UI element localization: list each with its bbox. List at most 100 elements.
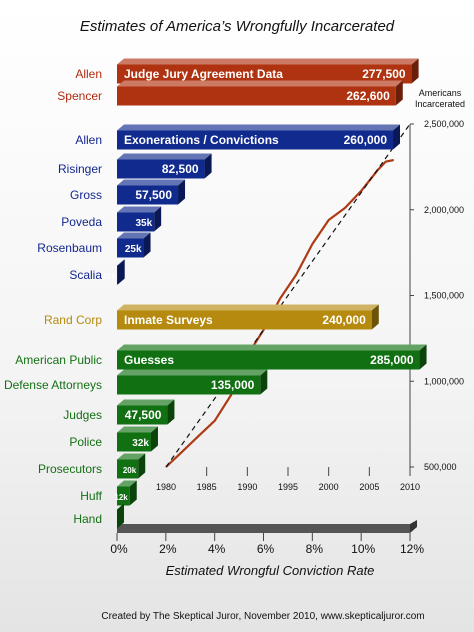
x-axis-title: Estimated Wrongful Conviction Rate — [166, 563, 375, 578]
category-label: Hand — [73, 512, 102, 526]
category-label: Gross — [70, 188, 102, 202]
bar-top-face — [117, 206, 162, 213]
bar-side-face — [129, 480, 137, 506]
year-tick-label: 1980 — [156, 482, 176, 492]
category-label: Rosenbaum — [37, 241, 102, 255]
category-label: Allen — [75, 133, 102, 147]
bar-side-face — [411, 58, 419, 84]
bar — [117, 64, 412, 84]
bar — [117, 432, 151, 452]
year-tick-label: 2005 — [359, 482, 379, 492]
group-name-label: Inmate Surveys — [124, 313, 213, 327]
year-tick-label: 2000 — [319, 482, 339, 492]
bar-value-label: 260,000 — [344, 133, 388, 147]
bar-side-face — [204, 153, 212, 179]
incarcerated-tick-label: 500,000 — [424, 462, 457, 472]
bar-top-face — [117, 232, 151, 239]
bar — [117, 459, 139, 479]
bar-value-label: 240,000 — [322, 313, 366, 327]
bar-side-face — [150, 426, 158, 452]
bar — [117, 405, 168, 425]
percent-tick-label: 2% — [159, 542, 177, 556]
bar-top-face — [117, 304, 379, 311]
percent-tick-label: 10% — [351, 542, 375, 556]
bar-top-face — [117, 153, 212, 160]
bar-value-label: 20k — [123, 466, 137, 475]
category-label: Police — [69, 435, 102, 449]
incarcerated-tick-label: 2,000,000 — [424, 205, 464, 215]
percent-tick-label: 12% — [400, 542, 424, 556]
category-label: American Public — [15, 353, 102, 367]
credit-line: Created by The Skeptical Juror, November… — [101, 611, 424, 622]
wrongful-conviction-bars: 0% 2% 4% 6% 8% 10% 12% Allen 277,500 Judge Jury A… — [4, 58, 427, 556]
group-name-label: Judge Jury Agreement Data — [124, 67, 283, 81]
bar-side-face — [260, 369, 268, 395]
bar — [117, 238, 144, 258]
bar-side-face — [178, 179, 186, 205]
bar-side-face — [167, 399, 175, 425]
category-label: Judges — [63, 408, 102, 422]
base-plate-side — [410, 520, 417, 533]
bar — [117, 350, 420, 370]
bar-side-face — [138, 453, 146, 479]
incarcerated-tick-label: 2,500,000 — [424, 119, 464, 129]
bar — [117, 86, 396, 106]
bar-side-face — [154, 206, 162, 232]
bar-value-label: 25k — [125, 244, 142, 255]
category-label: Risinger — [58, 162, 102, 176]
bar-top-face — [117, 259, 125, 266]
bar-side-face — [117, 503, 124, 529]
incarcerated-tick-label: 1,500,000 — [424, 291, 464, 301]
bar-top-face — [117, 369, 268, 376]
bar — [117, 375, 261, 395]
category-label: Defense Attorneys — [4, 378, 102, 392]
bar — [117, 159, 205, 179]
category-label: Prosecutors — [38, 462, 102, 476]
category-label: Poveda — [61, 215, 102, 229]
bar-value-label: 135,000 — [211, 378, 255, 392]
bar-side-face — [393, 124, 401, 150]
bar-top-face — [117, 124, 401, 131]
percent-tick-label: 4% — [208, 542, 226, 556]
incarceration-line-chart: 1980 1985 1990 1995 2000 2005 2010 500,000 1,000… — [156, 119, 464, 492]
bar-value-label: 47,500 — [125, 408, 162, 422]
bar-top-face — [117, 453, 146, 460]
base-plate — [117, 524, 410, 533]
bar-value-label: 12k — [114, 493, 128, 502]
category-label: Scalia — [69, 268, 102, 282]
bar-value-label: 675 — [102, 272, 116, 281]
bar-top-face — [117, 179, 186, 186]
category-label: Allen — [75, 67, 102, 81]
category-label: Spencer — [57, 89, 102, 103]
group-name-label: Exonerations / Convictions — [124, 133, 279, 147]
group-name-label: Guesses — [124, 353, 174, 367]
percent-tick-label: 6% — [257, 542, 275, 556]
bar-value-label: 32k — [132, 438, 149, 449]
bar-value-label: 285,000 — [370, 353, 414, 367]
bar-top-face — [117, 80, 403, 87]
bar-side-face — [143, 232, 151, 258]
bar-top-face — [117, 480, 137, 487]
incarcerated-tick-label: 1,000,000 — [424, 376, 464, 386]
category-label: Rand Corp — [44, 313, 102, 327]
incarcerated-axis-title-line1: Americans — [419, 88, 462, 98]
bar-value-label: 277,500 — [362, 67, 406, 81]
percent-tick-label: 8% — [306, 542, 324, 556]
bar — [117, 310, 372, 330]
year-tick-label: 1985 — [197, 482, 217, 492]
bar-side-face — [395, 80, 403, 106]
bar-top-face — [117, 399, 175, 406]
bar-value-label: 57,500 — [135, 188, 172, 202]
bar-top-face — [117, 426, 158, 433]
incarcerated-axis-title-line2: Incarcerated — [415, 99, 465, 109]
bar-value-label: 35k — [135, 218, 152, 229]
category-label: Huff — [80, 489, 102, 503]
chart-title: Estimates of America’s Wrongfully Incarc… — [80, 18, 395, 35]
year-tick-label: 1990 — [237, 482, 257, 492]
bar-value-label: 262,600 — [346, 89, 390, 103]
percent-tick-label: 0% — [110, 542, 128, 556]
bar — [117, 212, 155, 232]
year-tick-label: 2010 — [400, 482, 420, 492]
